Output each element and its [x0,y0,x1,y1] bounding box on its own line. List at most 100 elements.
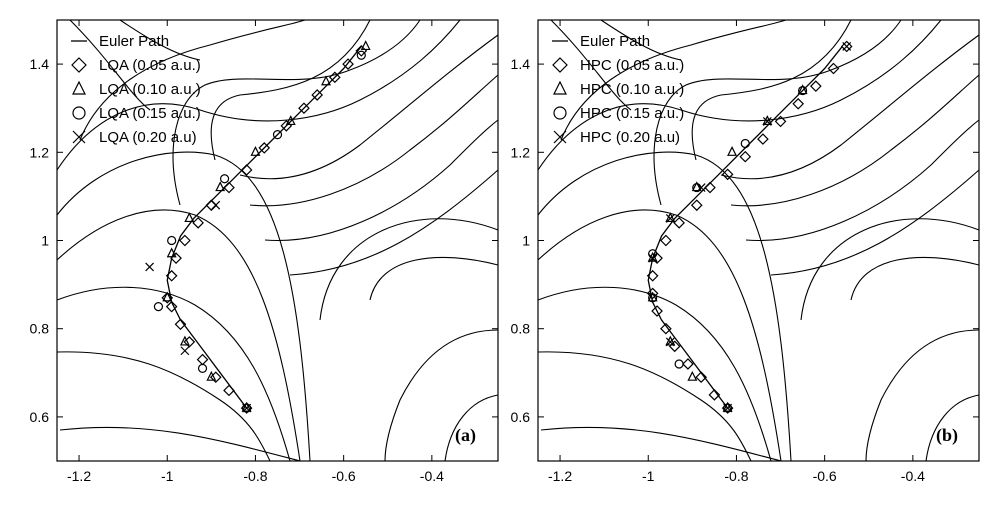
contour-line [211,20,370,160]
contour-line [538,152,791,461]
contour-line [60,427,300,461]
x-tick-label: -1 [161,468,174,484]
contour-line [538,210,781,461]
triangle-data-point [666,337,674,345]
panel-a: -1.2 -1 -0.8 -0.6 -0.4 0.6 0.8 1 1.2 1.4 Euler P… [30,20,498,484]
circle-data-point [675,360,683,368]
legend-label: HPC (0.20 a.u) [580,129,680,146]
circle-data-point [154,303,162,311]
legend-label: HPC (0.15 a.u.) [580,105,684,122]
contour-line [801,219,979,320]
triangle-data-point [362,41,370,49]
x-tick-label: -1 [642,468,655,484]
circle-data-point [168,237,176,245]
cross-data-point [212,201,220,209]
diamond-data-point [198,355,208,365]
diamond-data-point [224,385,234,395]
contour-line [721,35,979,179]
x-tick-label: -0.6 [332,468,356,484]
legend-label: LQA (0.20 a.u) [99,129,197,146]
legend-label: Euler Path [99,33,169,50]
legend-label: LQA (0.05 a.u.) [99,57,201,74]
circle-data-point [741,139,749,147]
diamond-data-point [193,218,203,228]
x-tick-label: -1.2 [67,468,91,484]
contour-line [320,219,498,320]
x-tick-label: -0.4 [901,468,925,484]
legend-cross-swatch [73,131,85,143]
y-tick-label: 1 [41,233,49,249]
contour-line [731,75,979,206]
diamond-data-point [674,218,684,228]
contour-line [57,352,270,461]
legend-diamond-swatch [72,58,86,72]
panel-label-a: (a) [455,425,476,446]
y-tick-label: 0.8 [511,321,531,337]
x-tick-label: -0.6 [813,468,837,484]
legend-b: Euler Path HPC (0.05 a.u.) HPC (0.10 a.u.)… [552,33,684,146]
diamond-data-point [811,81,821,91]
triangle-data-point [251,147,259,155]
diamond-data-point [723,169,733,179]
y-tick-label: 1 [522,233,530,249]
contour-line [370,257,498,300]
contour-line [692,20,851,160]
legend-triangle-swatch [554,82,566,94]
legend-label: Euler Path [580,33,650,50]
contour-line [746,120,979,240]
contour-line [240,35,498,179]
contour-line [250,75,498,206]
diamond-data-point [793,99,803,109]
legend-label: HPC (0.05 a.u.) [580,57,684,74]
y-tick-label: 1.4 [30,56,50,72]
legend-label: LQA (0.10 a.u.) [99,81,201,98]
x-tick-label: -1.2 [548,468,572,484]
contour-line [851,257,979,300]
y-tick-label: 1.2 [511,144,531,160]
legend-circle-swatch [554,107,566,119]
legend-triangle-swatch [73,82,85,94]
y-tick-label: 1.2 [30,144,50,160]
x-tick-label: -0.8 [724,468,748,484]
contour-line [654,20,901,205]
contour-line [866,330,979,461]
triangle-data-point [728,147,736,155]
contour-line [57,210,300,461]
cross-data-point [181,347,189,355]
contour-line [385,330,498,461]
legend-label: HPC (0.10 a.u.) [580,81,684,98]
panel-b: -1.2 -1 -0.8 -0.6 -0.4 0.6 0.8 1 1.2 1.4 Euler P… [511,20,979,484]
legend-a: Euler Path LQA (0.05 a.u.) LQA (0.10 a.u.)… [71,33,201,146]
x-tick-label: -0.8 [243,468,267,484]
contour-line [173,20,420,205]
contour-line [265,120,498,240]
triangle-data-point [216,183,224,191]
triangle-data-point [322,77,330,85]
legend-label: LQA (0.15 a.u.) [99,105,201,122]
cross-data-point [843,42,851,50]
triangle-data-point [688,372,696,380]
legend-diamond-swatch [553,58,567,72]
y-tick-label: 1.4 [511,56,531,72]
y-tick-label: 0.8 [30,321,50,337]
legend-circle-swatch [73,107,85,119]
circle-data-point [199,364,207,372]
euler-path-line-b [648,46,842,408]
contour-line [538,352,751,461]
y-tick-label: 0.6 [511,409,531,425]
legend-cross-swatch [554,131,566,143]
panel-label-b: (b) [936,425,958,446]
circle-data-point [221,175,229,183]
cross-data-point [146,263,154,271]
diamond-data-point [740,152,750,162]
contour-line [57,152,310,461]
diamond-data-point [692,200,702,210]
contour-line [541,427,781,461]
diamond-data-point [758,134,768,144]
diamond-data-point [661,236,671,246]
diamond-data-point [180,236,190,246]
x-tick-label: -0.4 [420,468,444,484]
euler-path-line-a [167,46,361,408]
y-tick-label: 0.6 [30,409,50,425]
